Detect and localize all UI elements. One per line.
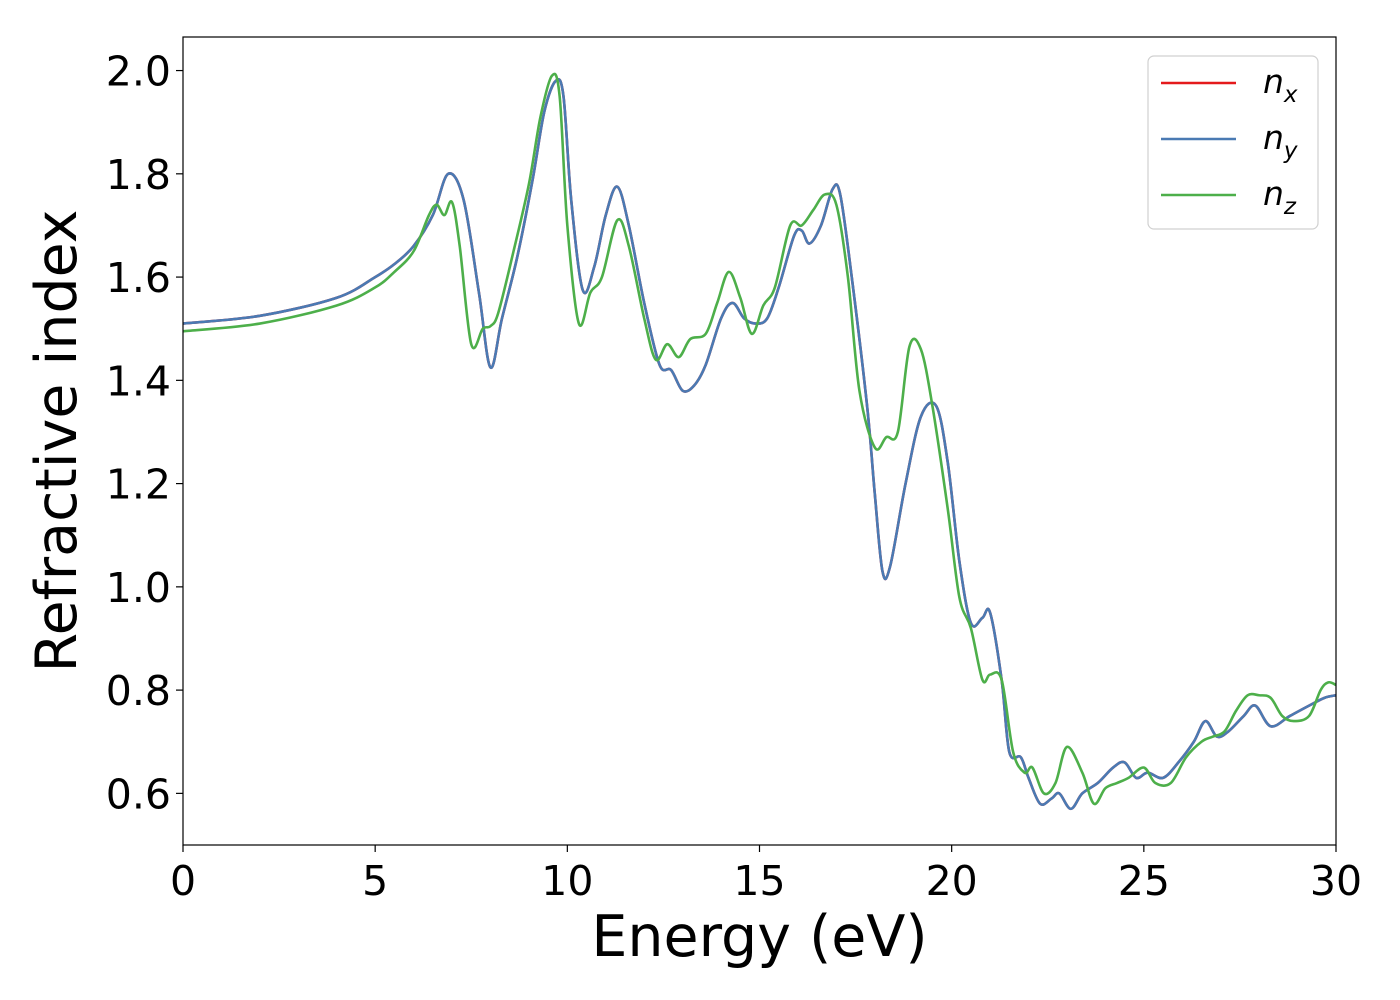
x-tick-label: 0 <box>170 857 196 905</box>
x-tick-label: 15 <box>733 857 785 905</box>
y-tick-label: 2.0 <box>106 48 171 96</box>
x-axis-label: Energy (eV) <box>591 904 927 970</box>
plot-area <box>183 37 1336 845</box>
legend-label-subscript: y <box>1283 138 1298 164</box>
y-tick-label: 1.8 <box>106 151 171 199</box>
legend-label-y: ny <box>1263 118 1298 164</box>
y-tick-label: 1.0 <box>106 564 171 612</box>
y-axis-label: Refractive index <box>24 210 90 673</box>
y-tick-label: 1.4 <box>106 357 171 405</box>
legend-label-x: nx <box>1263 62 1298 108</box>
y-tick-label: 1.6 <box>106 254 171 302</box>
y-tick-label: 0.8 <box>106 667 171 715</box>
legend-label-subscript: x <box>1283 82 1298 108</box>
y-tick-label: 0.6 <box>106 770 171 818</box>
legend-label-base: n <box>1263 174 1284 213</box>
y-axis-ticks: 0.6 0.8 1.0 1.2 1.4 1.6 1.8 2.0 <box>106 48 183 818</box>
series-line-z <box>183 72 1336 806</box>
legend-label-base: n <box>1263 62 1284 101</box>
x-tick-label: 30 <box>1310 857 1362 905</box>
series-line-y <box>183 78 1336 811</box>
x-tick-label: 25 <box>1118 857 1170 905</box>
y-tick-label: 1.2 <box>106 461 171 509</box>
x-tick-label: 10 <box>541 857 593 905</box>
x-tick-label: 20 <box>926 857 978 905</box>
legend-label-z: nz <box>1263 174 1297 220</box>
legend-label-base: n <box>1263 118 1284 157</box>
series-layer <box>183 72 1336 811</box>
x-axis-ticks: 0 5 10 15 20 25 30 <box>170 845 1362 905</box>
legend-box <box>1147 55 1319 230</box>
x-tick-label: 5 <box>362 857 388 905</box>
legend-label-subscript: z <box>1283 194 1297 220</box>
